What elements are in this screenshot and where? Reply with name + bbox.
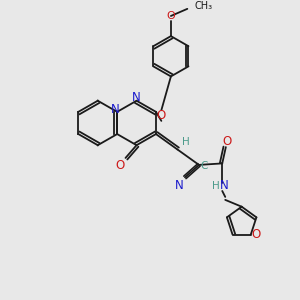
Text: C: C — [201, 161, 208, 171]
Text: O: O — [116, 158, 125, 172]
Text: O: O — [167, 11, 175, 21]
Text: O: O — [251, 228, 261, 241]
Text: O: O — [157, 109, 166, 122]
Text: N: N — [132, 91, 141, 104]
Text: N: N — [220, 179, 229, 192]
Text: CH₃: CH₃ — [194, 2, 212, 11]
Text: O: O — [223, 135, 232, 148]
Text: H: H — [182, 137, 190, 147]
Text: N: N — [175, 179, 183, 192]
Text: H: H — [212, 181, 220, 190]
Text: N: N — [111, 103, 120, 116]
